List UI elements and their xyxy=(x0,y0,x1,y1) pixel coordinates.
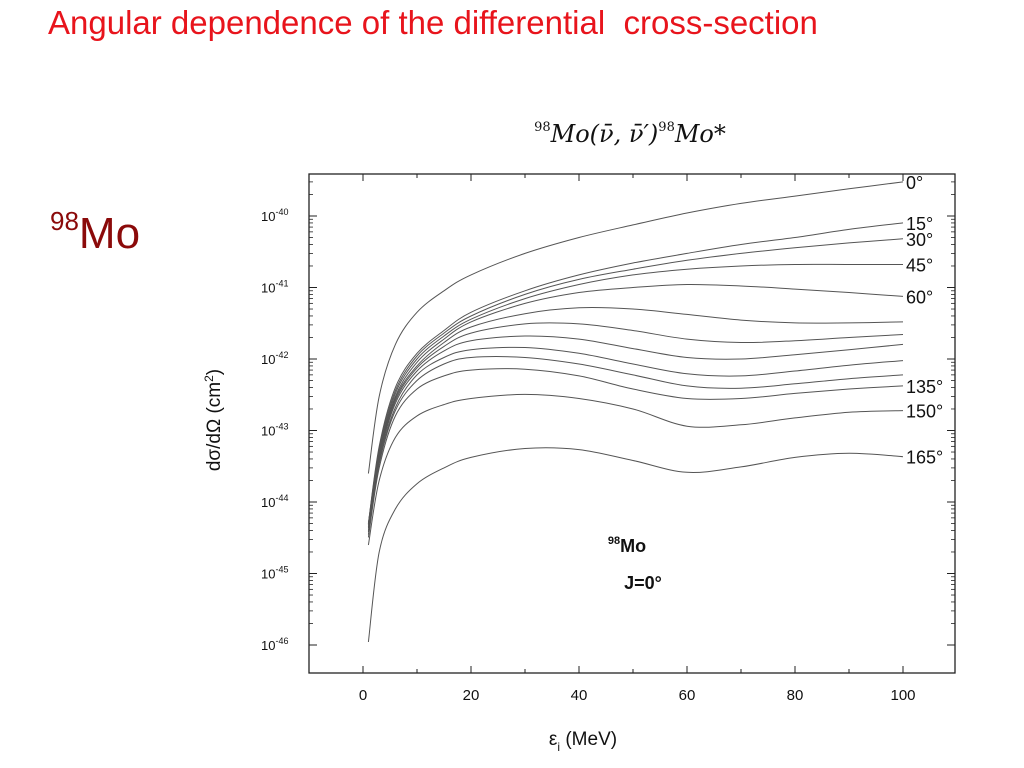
x-tick-label: 20 xyxy=(463,687,480,704)
series-line-0 xyxy=(367,181,904,474)
x-tick-label: 60 xyxy=(679,687,696,704)
series-line-4 xyxy=(367,283,904,525)
series-label-0: 0° xyxy=(906,173,923,193)
y-axis-label: dσ/dΩ (cm2) xyxy=(202,369,225,471)
annotation-j: J=0° xyxy=(624,573,662,593)
series-line-12 xyxy=(367,447,904,643)
slide-title: Angular dependence of the differential c… xyxy=(48,4,818,41)
series-line-10 xyxy=(367,368,904,538)
x-axis-label-sub: i xyxy=(557,740,560,754)
series-labels: 0° 15°30° 45° 60° 135° 150° 165° xyxy=(906,173,943,468)
series-line-3 xyxy=(367,263,903,524)
side-label: 98Mo xyxy=(50,206,140,259)
chart-title-mass1: 98 xyxy=(534,120,551,135)
y-tick-label: 10-40 xyxy=(261,207,288,224)
chart-title-mass2: 98 xyxy=(658,120,675,135)
annotation-symbol: Mo xyxy=(620,536,646,556)
series-label-12: 165° xyxy=(906,448,943,468)
x-tick-label: 80 xyxy=(787,687,804,704)
y-axis-label-end: ) xyxy=(204,369,225,375)
y-tick-label: 10-46 xyxy=(261,636,288,653)
series-label-2: 30° xyxy=(906,230,933,250)
chart-title-body2: Mo* xyxy=(674,120,726,148)
series-line-5 xyxy=(367,306,904,527)
series-line-6 xyxy=(367,322,904,529)
series-line-1 xyxy=(367,222,904,524)
x-tick-label: 40 xyxy=(571,687,588,704)
chart-title: 98Mo(ν̄, ν̄′)98Mo* xyxy=(534,120,726,148)
series-label-11: 150° xyxy=(906,402,943,422)
series-label-10: 135° xyxy=(906,377,943,397)
chart-title-body1: Mo(ν̄, ν̄′) xyxy=(550,120,659,148)
plot-frame xyxy=(308,173,956,674)
series-label-1: 15° xyxy=(906,214,933,234)
x-axis-label: εi (MeV) xyxy=(549,729,617,754)
side-label-mass: 98 xyxy=(50,206,79,236)
y-axis-label-main: dσ/dΩ (cm xyxy=(204,382,225,471)
x-tick-label: 100 xyxy=(890,687,915,704)
y-tick-label: 10-42 xyxy=(261,350,288,367)
y-tick-label: 10-44 xyxy=(261,493,288,510)
x-axis-ticks: 0 20 40 60 80 100 xyxy=(359,174,916,704)
series-line-7 xyxy=(367,335,904,531)
x-tick-label: 0 xyxy=(359,687,367,704)
annotation-mass: 98 xyxy=(608,535,620,547)
y-tick-label: 10-41 xyxy=(261,279,288,296)
series-label-4: 60° xyxy=(906,287,933,307)
y-tick-label: 10-43 xyxy=(261,422,288,439)
y-axis-ticks: 10-40 10-41 10-42 10-43 10-44 10-45 10-46 xyxy=(261,181,955,653)
x-axis-label-unit: (MeV) xyxy=(560,729,617,750)
series-line-11 xyxy=(367,393,904,546)
series-curves xyxy=(367,181,904,643)
y-axis-label-sup: 2 xyxy=(202,375,216,382)
series-line-8 xyxy=(367,346,904,533)
annotation-nucleus: 98Mo xyxy=(608,535,646,556)
y-tick-label: 10-45 xyxy=(261,565,288,582)
x-axis-label-symbol: ε xyxy=(549,729,558,750)
side-label-symbol: Mo xyxy=(78,209,141,258)
series-line-2 xyxy=(367,238,904,524)
series-line-9 xyxy=(367,356,904,535)
series-label-3: 45° xyxy=(906,255,933,275)
